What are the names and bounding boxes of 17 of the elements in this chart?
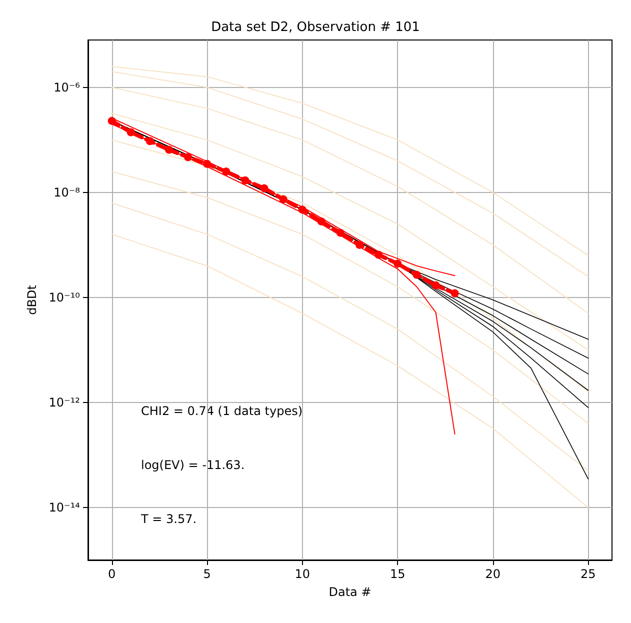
y-tick-label: 10⁻⁶ (54, 80, 80, 94)
chart-title: Data set D2, Observation # 101 (211, 20, 420, 35)
x-tick-label: 0 (108, 567, 116, 581)
annotation: log(EV) = -11.63. (141, 458, 245, 472)
y-tick-label: 10⁻⁸ (54, 185, 80, 200)
annotation: T = 3.57. (140, 512, 197, 526)
x-tick-label: 5 (203, 567, 211, 581)
x-tick-label: 20 (485, 567, 501, 581)
x-tick-label: 15 (390, 567, 406, 581)
y-axis-title: dBDt (24, 284, 39, 315)
annotation: CHI2 = 0.74 (1 data types) (141, 404, 303, 418)
x-tick-label: 25 (580, 567, 596, 581)
y-tick-label: 10⁻¹⁰ (48, 290, 80, 304)
x-axis-title: Data # (328, 585, 372, 599)
y-tick-label: 10⁻¹² (48, 395, 80, 410)
y-tick-label: 10⁻¹⁴ (48, 500, 80, 514)
x-tick-label: 10 (294, 567, 310, 581)
